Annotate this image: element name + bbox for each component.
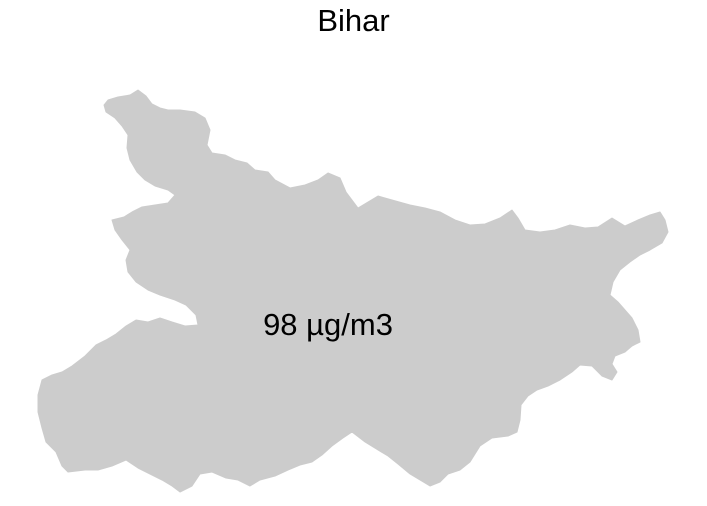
region-value-label: 98 µg/m3 — [263, 307, 393, 342]
map-title: Bihar — [317, 3, 390, 38]
bihar-region-shape — [37, 89, 669, 493]
